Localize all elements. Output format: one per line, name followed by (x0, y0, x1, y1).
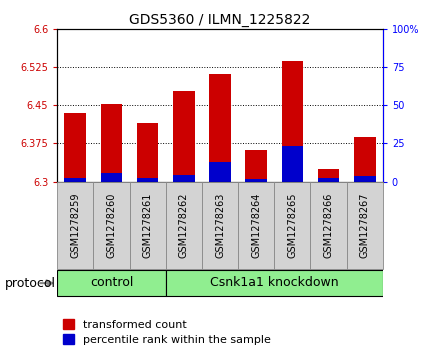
Bar (274, 182, 311, 269)
Bar (173, 91, 194, 182)
Text: GSM1278259: GSM1278259 (70, 192, 80, 258)
Bar (246, 179, 267, 182)
Text: GSM1278260: GSM1278260 (106, 192, 117, 258)
Text: GSM1278267: GSM1278267 (360, 192, 370, 258)
Text: Csnk1a1 knockdown: Csnk1a1 knockdown (210, 276, 338, 289)
Bar (57, 182, 93, 269)
Bar (238, 182, 274, 269)
Bar (202, 182, 238, 269)
Title: GDS5360 / ILMN_1225822: GDS5360 / ILMN_1225822 (129, 13, 311, 26)
Bar (311, 182, 347, 269)
Bar (354, 137, 376, 182)
Bar (64, 113, 86, 182)
Bar (137, 178, 158, 182)
Bar (166, 270, 383, 296)
Bar (282, 61, 303, 182)
Bar (57, 270, 166, 296)
Bar (354, 176, 376, 182)
Bar (129, 182, 166, 269)
Bar (318, 169, 339, 182)
Legend: transformed count, percentile rank within the sample: transformed count, percentile rank withi… (63, 319, 271, 345)
Bar (166, 182, 202, 269)
Bar (101, 173, 122, 182)
Bar (282, 146, 303, 182)
Text: GSM1278263: GSM1278263 (215, 192, 225, 258)
Bar (209, 162, 231, 182)
Bar (347, 182, 383, 269)
Text: GSM1278265: GSM1278265 (287, 192, 297, 258)
Text: GSM1278264: GSM1278264 (251, 192, 261, 258)
Bar (173, 175, 194, 182)
Text: GSM1278266: GSM1278266 (323, 192, 334, 258)
Text: control: control (90, 276, 133, 289)
Bar (246, 150, 267, 182)
Bar (64, 179, 86, 182)
Bar (93, 182, 129, 269)
Bar (101, 104, 122, 182)
Bar (137, 123, 158, 182)
Bar (209, 74, 231, 182)
Text: protocol: protocol (4, 277, 55, 290)
Text: GSM1278261: GSM1278261 (143, 192, 153, 258)
Bar (318, 179, 339, 182)
Text: GSM1278262: GSM1278262 (179, 192, 189, 258)
